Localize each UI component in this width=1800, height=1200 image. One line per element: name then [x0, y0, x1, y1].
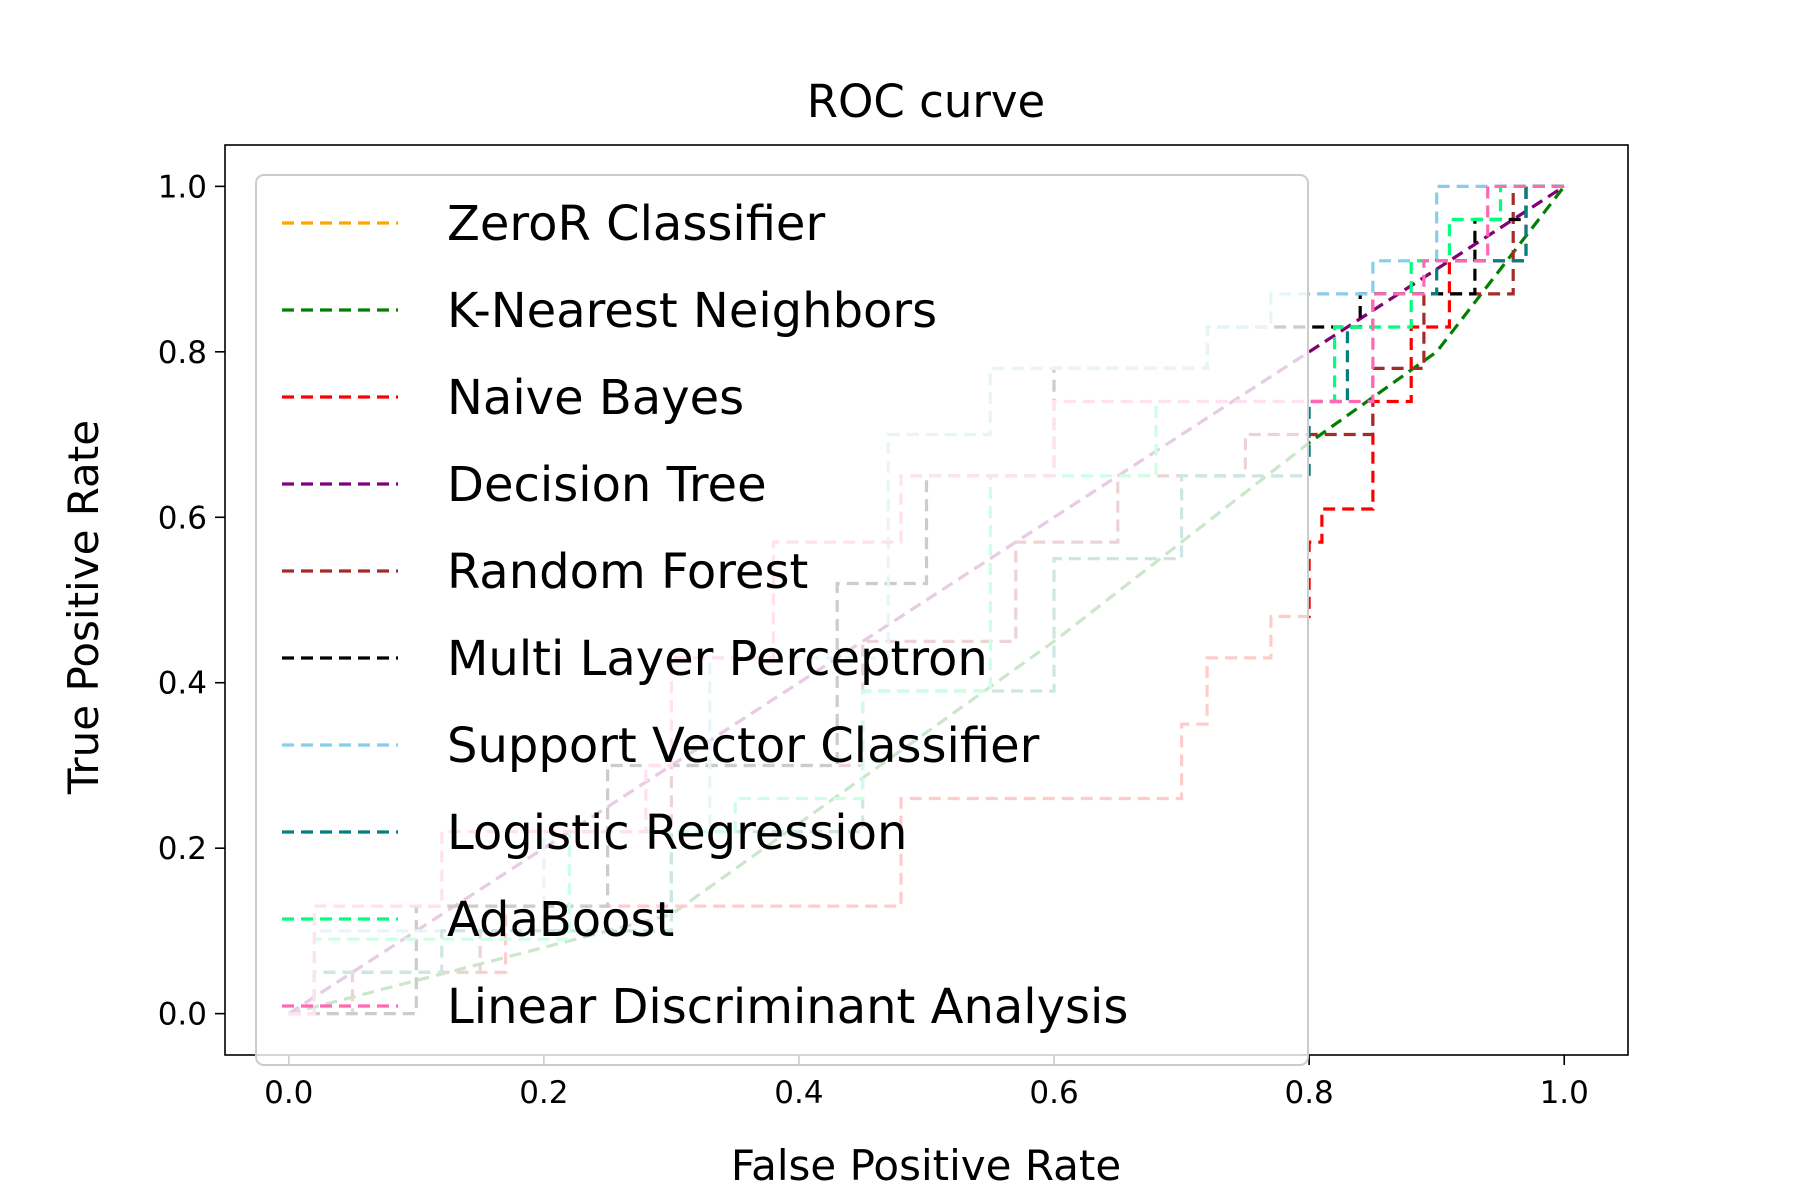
legend-entry: Logistic Regression: [282, 805, 907, 861]
legend-frame: [255, 174, 1309, 1066]
x-axis-ticks: 0.0 0.2 0.4 0.6 0.8 1.0: [264, 1055, 1589, 1111]
y-tick-label: 0.4: [158, 666, 207, 702]
legend-label: K-Nearest Neighbors: [447, 283, 937, 339]
legend-entry: Decision Tree: [282, 457, 767, 513]
x-axis-label: False Positive Rate: [731, 1141, 1121, 1190]
legend-label: Naive Bayes: [447, 370, 744, 426]
chart-title: ROC curve: [807, 75, 1046, 128]
x-tick-label: 0.4: [774, 1075, 823, 1111]
x-tick-label: 1.0: [1540, 1075, 1589, 1111]
y-tick-label: 1.0: [158, 169, 207, 205]
legend-label: Linear Discriminant Analysis: [447, 979, 1128, 1035]
legend-entry: K-Nearest Neighbors: [282, 283, 937, 339]
x-tick-label: 0.6: [1029, 1075, 1078, 1111]
y-tick-label: 0.0: [158, 997, 207, 1033]
x-tick-label: 0.8: [1284, 1075, 1333, 1111]
legend-entry: Random Forest: [282, 544, 808, 600]
legend-entry: AdaBoost: [282, 892, 674, 948]
legend-label: Multi Layer Perceptron: [447, 631, 988, 687]
legend-entry: Multi Layer Perceptron: [282, 631, 988, 687]
legend-entry: ZeroR Classifier: [282, 196, 825, 252]
legend-label: Support Vector Classifier: [447, 718, 1040, 774]
y-tick-label: 0.2: [158, 831, 207, 867]
legend-label: AdaBoost: [447, 892, 674, 948]
legend-label: ZeroR Classifier: [447, 196, 825, 252]
legend-label: Logistic Regression: [447, 805, 907, 861]
legend-entry: Linear Discriminant Analysis: [282, 979, 1128, 1035]
y-tick-label: 0.6: [158, 500, 207, 536]
x-tick-label: 0.2: [519, 1075, 568, 1111]
x-tick-label: 0.0: [264, 1075, 313, 1111]
legend-entry: Naive Bayes: [282, 370, 744, 426]
y-tick-label: 0.8: [158, 335, 207, 371]
legend-entry: Support Vector Classifier: [282, 718, 1040, 774]
legend: ZeroR Classifier K-Nearest Neighbors Naive…: [255, 174, 1309, 1066]
y-axis-label: True Positive Rate: [59, 420, 108, 795]
legend-label: Decision Tree: [447, 457, 767, 513]
y-axis-ticks: 0.0 0.2 0.4 0.6 0.8 1.0: [158, 169, 225, 1033]
legend-label: Random Forest: [447, 544, 808, 600]
